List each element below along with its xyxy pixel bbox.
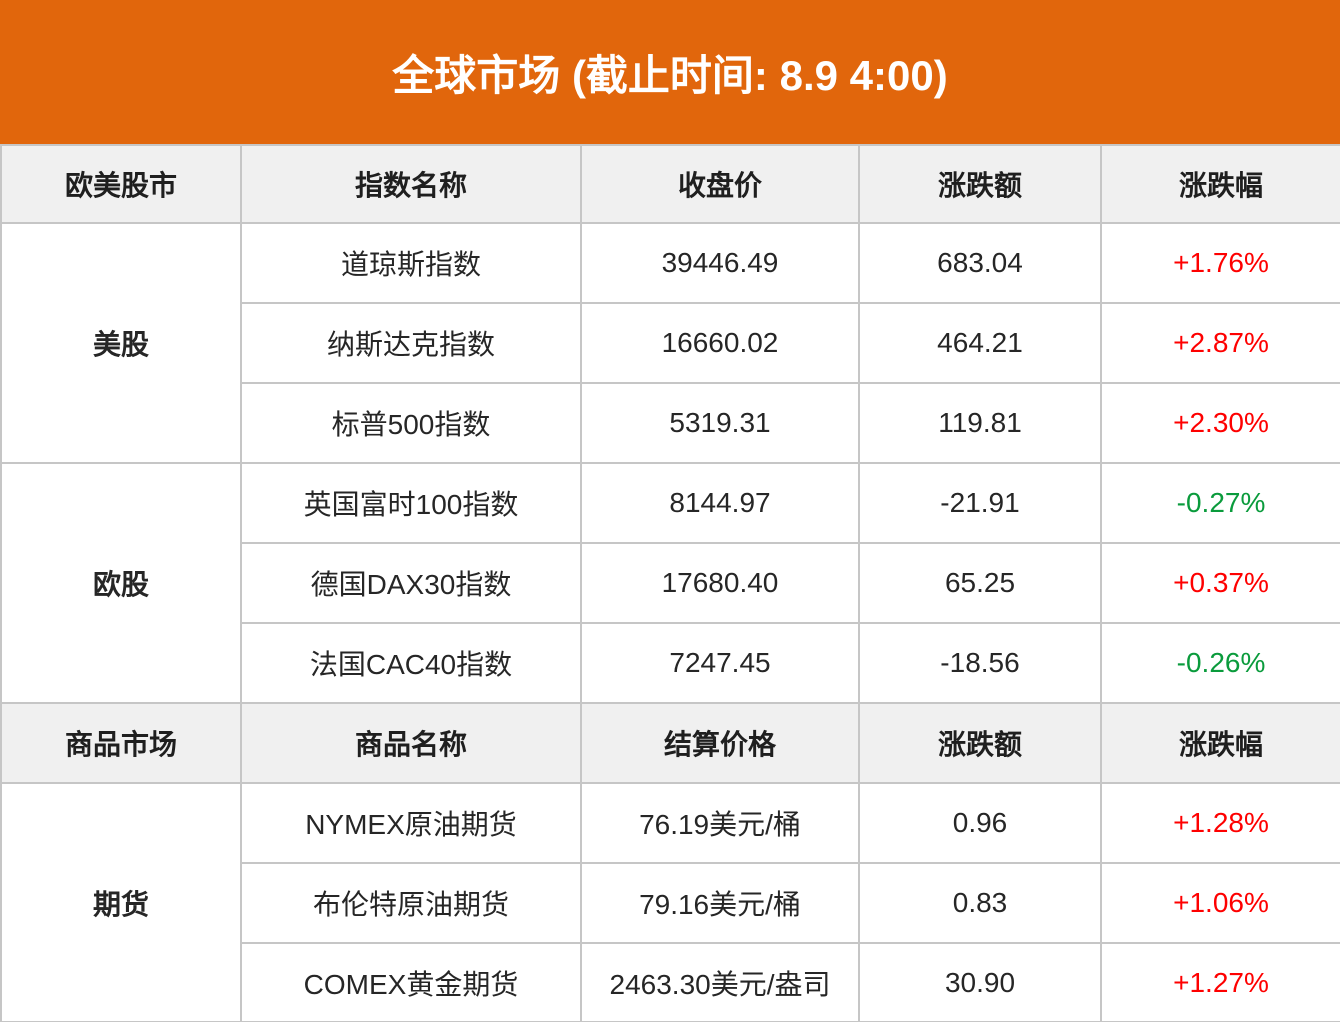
cell-index-name: 法国CAC40指数 bbox=[240, 622, 582, 704]
group-cell-us-stocks: 美股 bbox=[0, 222, 242, 464]
header-cell-commodity-category: 商品市场 bbox=[0, 702, 242, 784]
cell-change-percent: -0.26% bbox=[1100, 622, 1340, 704]
cell-close-price: 39446.49 bbox=[580, 222, 860, 304]
header-cell-change-amount: 涨跌额 bbox=[858, 144, 1102, 224]
table-row: COMEX黄金期货 2463.30美元/盎司 30.90 +1.27% bbox=[1, 942, 1340, 1022]
header-cell-commodity-name: 商品名称 bbox=[240, 702, 582, 784]
header-cell-change-percent: 涨跌幅 bbox=[1100, 144, 1340, 224]
cell-settle-price: 76.19美元/桶 bbox=[580, 782, 860, 864]
table-row: 标普500指数 5319.31 119.81 +2.30% bbox=[1, 382, 1340, 464]
cell-commodity-name: NYMEX原油期货 bbox=[240, 782, 582, 864]
cell-change-amount: 0.83 bbox=[858, 862, 1102, 944]
header-cell-change-percent: 涨跌幅 bbox=[1100, 702, 1340, 784]
commodities-header-row: 商品市场 商品名称 结算价格 涨跌额 涨跌幅 bbox=[0, 702, 1340, 784]
table-row: 美股 道琼斯指数 39446.49 683.04 +1.76% bbox=[0, 222, 1340, 464]
page-title: 全球市场 (截止时间: 8.9 4:00) bbox=[392, 51, 948, 99]
cell-change-percent: +1.27% bbox=[1100, 942, 1340, 1022]
table-row: 纳斯达克指数 16660.02 464.21 +2.87% bbox=[1, 302, 1340, 384]
cell-change-amount: 683.04 bbox=[858, 222, 1102, 304]
cell-close-price: 7247.45 bbox=[580, 622, 860, 704]
cell-close-price: 16660.02 bbox=[580, 302, 860, 384]
cell-index-name: 英国富时100指数 bbox=[240, 462, 582, 544]
cell-change-amount: -21.91 bbox=[858, 462, 1102, 544]
header-cell-close-price: 收盘价 bbox=[580, 144, 860, 224]
cell-commodity-name: COMEX黄金期货 bbox=[240, 942, 582, 1022]
cell-change-amount: 30.90 bbox=[858, 942, 1102, 1022]
cell-change-percent: +2.87% bbox=[1100, 302, 1340, 384]
cell-change-percent: +1.76% bbox=[1100, 222, 1340, 304]
stocks-header-row: 欧美股市 指数名称 收盘价 涨跌额 涨跌幅 bbox=[0, 144, 1340, 224]
cell-change-percent: -0.27% bbox=[1100, 462, 1340, 544]
cell-change-percent: +2.30% bbox=[1100, 382, 1340, 464]
cell-close-price: 8144.97 bbox=[580, 462, 860, 544]
header-cell-settle-price: 结算价格 bbox=[580, 702, 860, 784]
cell-settle-price: 2463.30美元/盎司 bbox=[580, 942, 860, 1022]
cell-change-percent: +1.06% bbox=[1100, 862, 1340, 944]
cell-index-name: 标普500指数 bbox=[240, 382, 582, 464]
cell-index-name: 纳斯达克指数 bbox=[240, 302, 582, 384]
table-row: 法国CAC40指数 7247.45 -18.56 -0.26% bbox=[1, 622, 1340, 704]
table-row: 布伦特原油期货 79.16美元/桶 0.83 +1.06% bbox=[1, 862, 1340, 944]
cell-commodity-name: 布伦特原油期货 bbox=[240, 862, 582, 944]
banner: 全球市场 (截止时间: 8.9 4:00) bbox=[0, 0, 1340, 144]
group-cell-eu-stocks: 欧股 bbox=[0, 462, 242, 704]
cell-change-amount: 0.96 bbox=[858, 782, 1102, 864]
cell-change-percent: +0.37% bbox=[1100, 542, 1340, 624]
header-cell-change-amount: 涨跌额 bbox=[858, 702, 1102, 784]
cell-index-name: 德国DAX30指数 bbox=[240, 542, 582, 624]
cell-close-price: 17680.40 bbox=[580, 542, 860, 624]
cell-index-name: 道琼斯指数 bbox=[240, 222, 582, 304]
cell-settle-price: 79.16美元/桶 bbox=[580, 862, 860, 944]
table-row: 德国DAX30指数 17680.40 65.25 +0.37% bbox=[1, 542, 1340, 624]
cell-change-amount: 65.25 bbox=[858, 542, 1102, 624]
cell-change-amount: -18.56 bbox=[858, 622, 1102, 704]
cell-change-amount: 464.21 bbox=[858, 302, 1102, 384]
market-table: 欧美股市 指数名称 收盘价 涨跌额 涨跌幅 美股 道琼斯指数 39446.49 … bbox=[0, 144, 1340, 1022]
cell-change-percent: +1.28% bbox=[1100, 782, 1340, 864]
header-cell-market-category: 欧美股市 bbox=[0, 144, 242, 224]
group-cell-futures: 期货 bbox=[0, 782, 242, 1022]
cell-close-price: 5319.31 bbox=[580, 382, 860, 464]
table-row: 欧股 英国富时100指数 8144.97 -21.91 -0.27% bbox=[0, 462, 1340, 704]
table-row: 期货 NYMEX原油期货 76.19美元/桶 0.96 +1.28% bbox=[0, 782, 1340, 1022]
cell-change-amount: 119.81 bbox=[858, 382, 1102, 464]
header-cell-index-name: 指数名称 bbox=[240, 144, 582, 224]
